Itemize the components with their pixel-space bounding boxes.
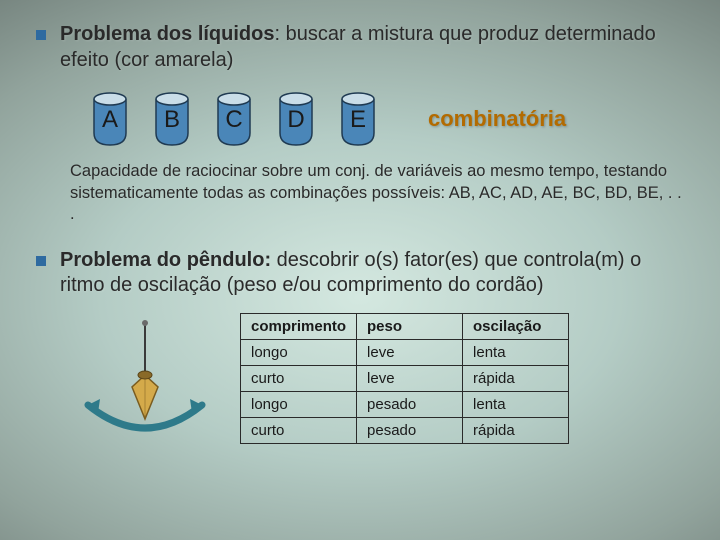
- tubes-row: A B C D: [90, 91, 684, 147]
- table-cell: longo: [241, 391, 357, 417]
- table-row: longo leve lenta: [241, 339, 569, 365]
- bullet-icon: [36, 256, 46, 266]
- table-cell: leve: [357, 339, 463, 365]
- col-oscilacao: oscilação: [463, 313, 569, 339]
- table-cell: curto: [241, 365, 357, 391]
- bullet-icon: [36, 30, 46, 40]
- tube-a: A: [90, 91, 130, 147]
- table-cell: lenta: [463, 339, 569, 365]
- table-cell: pesado: [357, 391, 463, 417]
- capacity-text: Capacidade de raciocinar sobre um conj. …: [70, 161, 684, 225]
- tube-c: C: [214, 91, 254, 147]
- liquids-title-bold: Problema dos líquidos: [60, 23, 274, 45]
- table-cell: rápida: [463, 365, 569, 391]
- tube-b: B: [152, 91, 192, 147]
- table-cell: leve: [357, 365, 463, 391]
- tube-label: D: [287, 106, 304, 134]
- table-row: longo pesado lenta: [241, 391, 569, 417]
- table-cell: pesado: [357, 417, 463, 443]
- table-cell: curto: [241, 417, 357, 443]
- liquids-problem-text: Problema dos líquidos: buscar a mistura …: [60, 22, 684, 73]
- pendulum-table: comprimento peso oscilação longo leve le…: [240, 313, 569, 444]
- tube-label: A: [102, 106, 118, 134]
- col-peso: peso: [357, 313, 463, 339]
- section-pendulum: Problema do pêndulo: descobrir o(s) fato…: [36, 248, 684, 299]
- table-cell: lenta: [463, 391, 569, 417]
- tube-label: C: [225, 106, 242, 134]
- col-comprimento: comprimento: [241, 313, 357, 339]
- pendulum-title-bold: Problema do pêndulo:: [60, 249, 271, 271]
- pendulum-icon: [70, 319, 220, 439]
- pendulum-problem-text: Problema do pêndulo: descobrir o(s) fato…: [60, 248, 684, 299]
- section-liquids: Problema dos líquidos: buscar a mistura …: [36, 22, 684, 73]
- tube-d: D: [276, 91, 316, 147]
- table-cell: rápida: [463, 417, 569, 443]
- table-header-row: comprimento peso oscilação: [241, 313, 569, 339]
- tube-e: E: [338, 91, 378, 147]
- tube-label: B: [164, 106, 180, 134]
- table-cell: longo: [241, 339, 357, 365]
- table-row: curto leve rápida: [241, 365, 569, 391]
- tube-label: E: [350, 106, 366, 134]
- table-row: curto pesado rápida: [241, 417, 569, 443]
- combinatoria-label: combinatória: [428, 106, 566, 132]
